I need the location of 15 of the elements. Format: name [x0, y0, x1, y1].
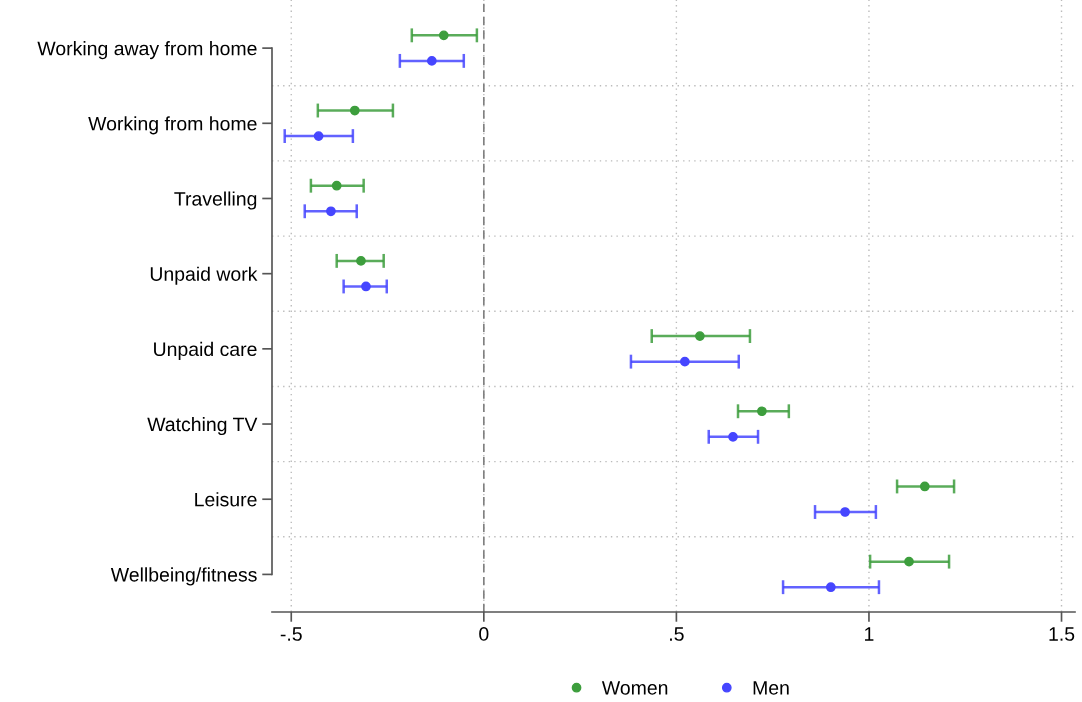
x-tick-label: -.5	[280, 627, 302, 641]
legend-label: Men	[753, 681, 789, 695]
y-tick-label: Travelling	[174, 191, 257, 210]
y-tick-label: Unpaid work	[150, 266, 258, 285]
x-tick-label: 1.5	[1049, 627, 1075, 641]
x-tick-label: 1	[865, 627, 874, 641]
y-tick-label: Unpaid care	[154, 341, 257, 360]
y-tick-label: Wellbeing/fitness	[110, 567, 257, 586]
y-tick-label: Leisure	[195, 492, 257, 507]
y-tick-label: Working away from home	[37, 41, 257, 60]
y-tick-label: Working from home	[88, 116, 257, 135]
x-tick-label: .5	[670, 627, 684, 641]
y-tick-label: Watching TV	[147, 416, 258, 436]
x-tick-label: 0	[479, 627, 489, 641]
legend-label: Women	[601, 681, 668, 695]
